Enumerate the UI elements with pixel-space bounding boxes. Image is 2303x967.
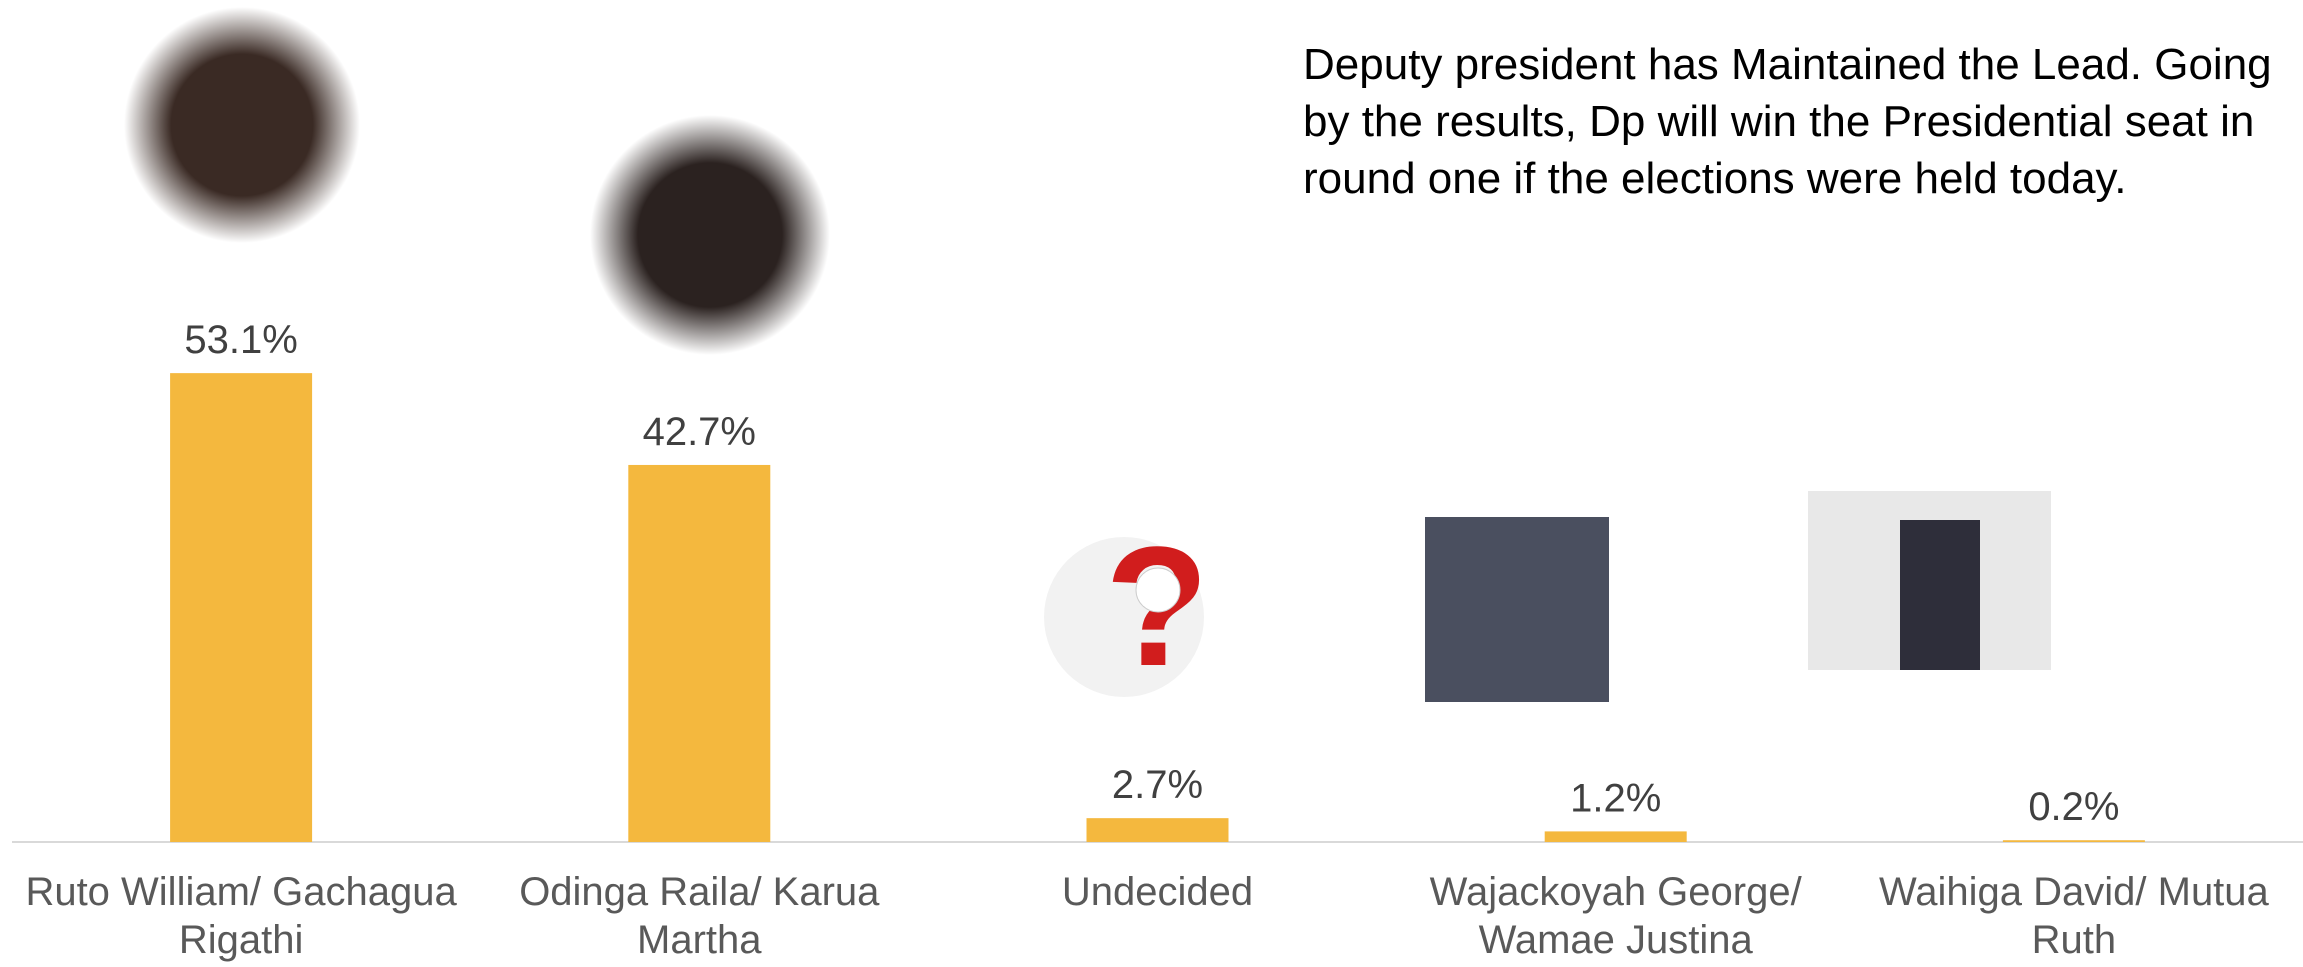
value-label: 42.7% bbox=[643, 410, 756, 454]
bar bbox=[1086, 818, 1229, 842]
category-label: Undecided bbox=[1061, 870, 1254, 914]
value-label: 1.2% bbox=[1570, 776, 1661, 820]
candidate-photo bbox=[1900, 520, 1980, 670]
bar bbox=[2002, 840, 2145, 842]
value-label: 53.1% bbox=[184, 318, 297, 362]
category-label: Wajackoyah George/ Wamae Justina bbox=[1429, 870, 1802, 962]
bar bbox=[628, 464, 771, 842]
category-label: Waihiga David/ Mutua Ruth bbox=[1878, 870, 2269, 962]
candidate-photo bbox=[590, 115, 830, 355]
category-label: Odinga Raila/ Karua Martha bbox=[519, 870, 880, 962]
candidate-photo bbox=[1425, 517, 1609, 702]
bar bbox=[1544, 831, 1687, 842]
value-label: 2.7% bbox=[1112, 763, 1203, 807]
question-icon: ? bbox=[1044, 512, 1209, 702]
candidate-photo bbox=[124, 7, 360, 243]
value-label: 0.2% bbox=[2028, 785, 2119, 829]
category-label: Ruto William/ Gachagua Rigathi bbox=[25, 870, 457, 962]
bar bbox=[170, 373, 313, 842]
annotation: Deputy president has Maintained the Lead… bbox=[1303, 40, 2272, 203]
